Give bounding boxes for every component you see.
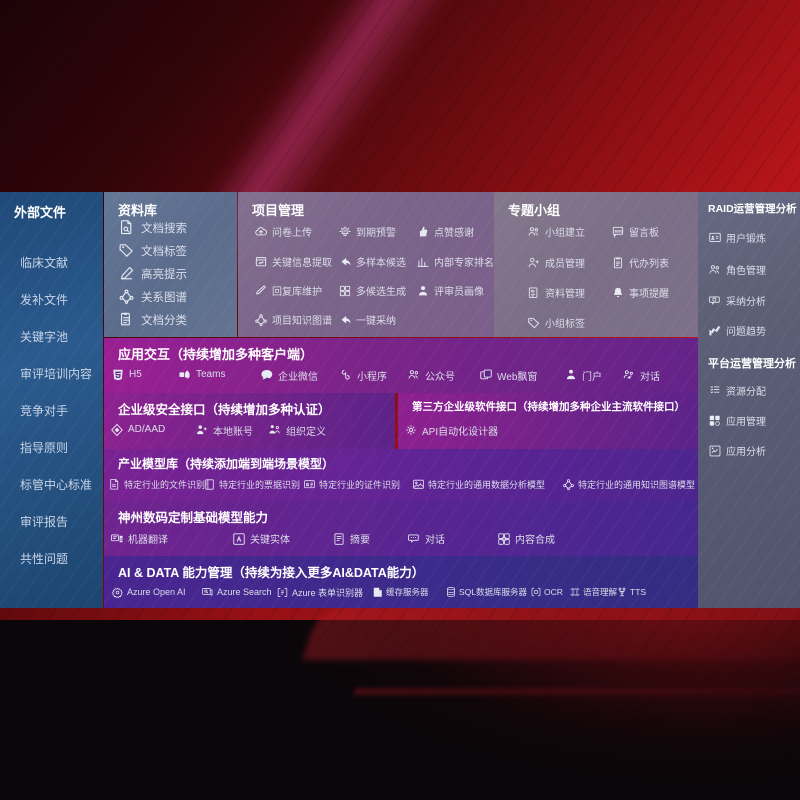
svg-text:BBS: BBS: [615, 229, 623, 233]
svg-text:文: 文: [119, 536, 123, 541]
